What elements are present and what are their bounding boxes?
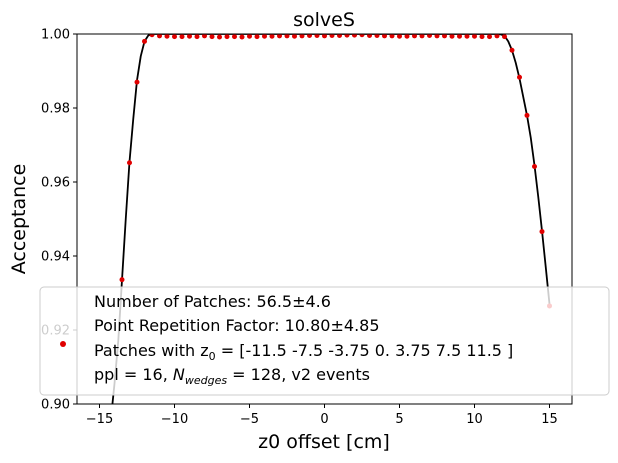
data-point <box>292 34 297 39</box>
data-point <box>329 34 335 38</box>
data-point <box>254 34 260 40</box>
data-point <box>344 34 350 38</box>
data-point <box>149 34 155 38</box>
data-point <box>457 34 462 39</box>
data-point <box>367 34 372 38</box>
data-point <box>472 34 477 39</box>
data-point <box>449 34 455 39</box>
data-point <box>269 34 275 39</box>
data-point <box>434 34 440 39</box>
x-axis-ticks: −15 −10 −5 0 5 10 15 <box>86 404 558 427</box>
x-tick-label: 0 <box>320 412 328 427</box>
data-point <box>209 34 215 40</box>
data-point <box>157 34 162 39</box>
data-point <box>359 34 365 38</box>
data-point <box>277 34 282 39</box>
data-point <box>427 34 432 38</box>
data-point <box>134 79 140 85</box>
legend-z0-values: = [-11.5 -7.5 -3.75 0. 3.75 7.5 11.5 ] <box>216 341 514 360</box>
x-tick-label: 5 <box>395 412 403 427</box>
y-tick-label: 0.94 <box>41 250 70 265</box>
x-tick-label: 10 <box>466 412 483 427</box>
y-tick-label: 0.96 <box>41 176 70 191</box>
data-point <box>164 34 170 39</box>
data-point <box>382 34 387 39</box>
data-point <box>397 34 402 39</box>
legend: Number of Patches: 56.5±4.6 Point Repeti… <box>39 286 610 396</box>
data-point <box>412 34 417 39</box>
data-point <box>202 34 207 39</box>
y-tick-label: 0.90 <box>41 398 70 413</box>
legend-ppl-suffix: = 128, v2 events <box>227 365 370 384</box>
data-point <box>464 34 470 39</box>
data-point <box>307 34 312 38</box>
data-point <box>502 34 507 40</box>
data-point <box>419 34 425 39</box>
legend-z0-subscript: 0 <box>209 350 216 363</box>
data-point <box>232 34 237 40</box>
data-point <box>374 34 380 38</box>
data-point <box>404 34 410 39</box>
data-point <box>284 34 290 39</box>
legend-line-ppl: ppl = 16, Nwedges = 128, v2 events <box>94 365 370 387</box>
plot-frame <box>76 33 573 405</box>
data-point <box>509 47 515 53</box>
data-point <box>119 277 125 283</box>
data-point <box>524 112 530 118</box>
data-point <box>247 34 252 39</box>
legend-marker <box>60 341 66 347</box>
fit-curve-layer <box>111 34 551 404</box>
data-point <box>352 34 357 38</box>
data-point <box>262 34 267 39</box>
x-tick-label: −5 <box>240 412 259 427</box>
data-point <box>494 34 500 39</box>
data-points-layer <box>119 34 552 309</box>
data-point <box>517 74 522 80</box>
data-point <box>239 34 245 40</box>
legend-line-repetition: Point Repetition Factor: 10.80±4.85 <box>94 316 380 335</box>
data-point <box>179 34 185 40</box>
chart-title: solveS <box>293 9 355 31</box>
data-point <box>487 34 492 40</box>
x-axis-label: z0 offset [cm] <box>258 431 390 453</box>
data-point <box>172 34 177 40</box>
x-tick-label: −15 <box>86 412 113 427</box>
data-point <box>337 34 342 38</box>
data-point <box>194 34 200 40</box>
data-point <box>532 163 537 169</box>
x-tick-label: 15 <box>541 412 558 427</box>
legend-ppl-prefix: ppl = 16, <box>94 365 173 384</box>
data-point <box>224 34 230 40</box>
data-point <box>217 34 222 40</box>
data-point <box>322 34 327 39</box>
x-tick-label: −10 <box>161 412 188 427</box>
legend-box <box>39 286 610 396</box>
data-point <box>314 34 320 38</box>
data-point <box>442 34 447 39</box>
legend-wedges-subscript: wedges <box>185 374 227 387</box>
data-point <box>299 34 305 39</box>
data-point <box>479 34 485 40</box>
legend-n-symbol: N <box>173 365 185 384</box>
data-point <box>187 34 192 39</box>
y-axis-label: Acceptance <box>8 164 30 275</box>
fit-curve <box>111 34 551 404</box>
y-tick-label: 0.98 <box>41 102 70 117</box>
legend-line-z0: Patches with z0 = [-11.5 -7.5 -3.75 0. 3… <box>94 341 513 363</box>
plot-area <box>111 34 552 404</box>
data-point <box>127 160 132 166</box>
y-tick-label: 1.00 <box>41 28 70 43</box>
data-point <box>389 34 395 39</box>
legend-line-patches: Number of Patches: 56.5±4.6 <box>94 292 331 311</box>
legend-z0-prefix: Patches with z <box>94 341 209 360</box>
data-point <box>539 229 545 235</box>
data-point <box>142 38 147 44</box>
